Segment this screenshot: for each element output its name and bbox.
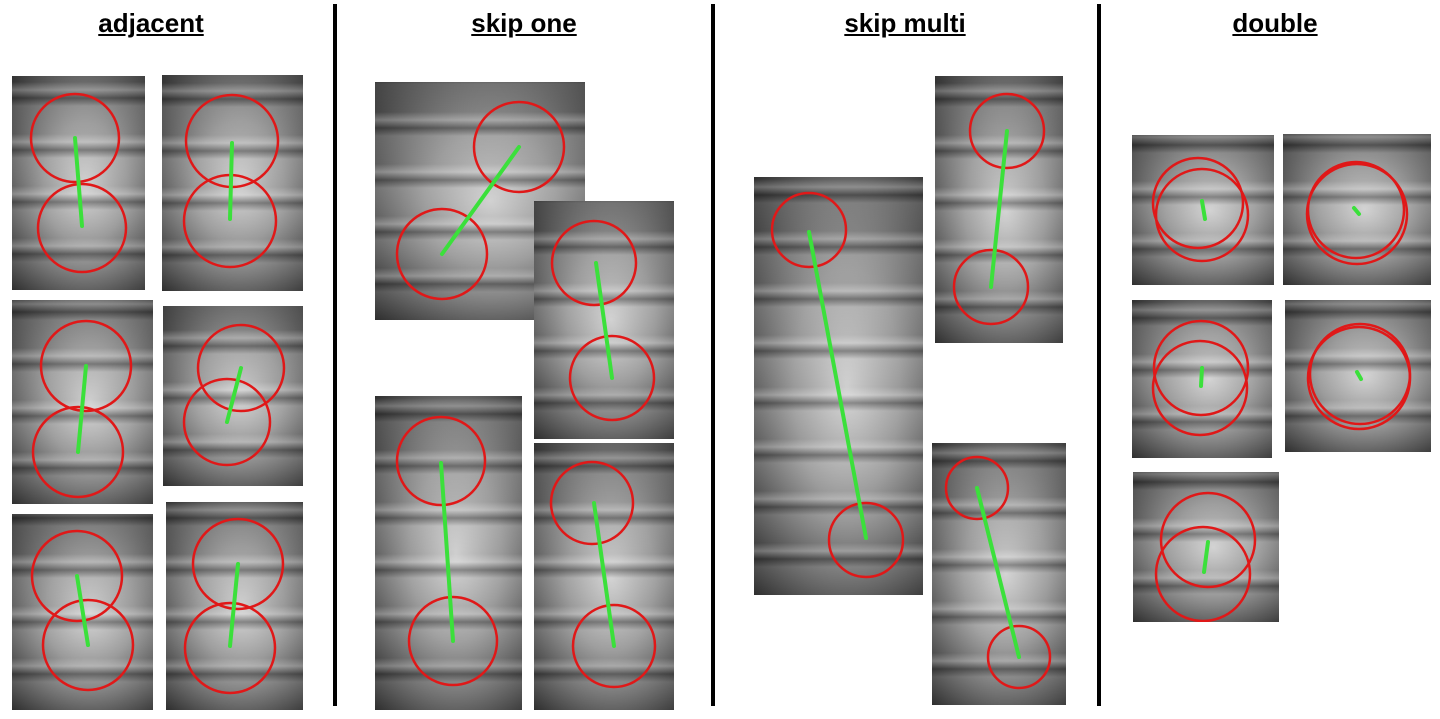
vertebra-link [228,562,240,648]
vertebra-circle [29,92,121,184]
xray-panel [12,514,153,710]
vertebra-circle [39,319,133,413]
xray-panel [1285,300,1431,452]
vertebra-circle [472,100,566,194]
xray-panel [754,177,923,595]
vertebra-circle [1305,162,1409,266]
xray-panel [162,75,303,291]
vertebra-link [594,261,614,380]
xray-panel [935,76,1063,343]
xray-panel [166,502,303,710]
vertebra-circle [182,377,272,467]
vertebra-circle [31,405,125,499]
vertebra-link [975,486,1021,659]
xray-panel [12,76,145,290]
xray-panel [1283,134,1431,285]
vertebra-link [228,141,234,221]
xray-panel [534,443,674,710]
vertebra-circle [183,601,277,695]
vertebra-link [73,136,84,228]
vertebra-circle [1154,167,1250,263]
xray-panel [375,396,522,710]
xray-panel [1132,135,1274,285]
vertebra-link [807,230,868,540]
vertebra-circle [1154,525,1252,622]
vertebra-circle [952,248,1030,326]
vertebra-circle [1159,491,1257,589]
vertebra-link [989,129,1009,289]
vertebra-circle [550,219,638,307]
column-title-adjacent: adjacent [98,8,204,38]
vertebra-circle [30,529,124,623]
vertebra-circle [944,455,1010,521]
column-title-skip-one: skip one [471,8,577,38]
vertebra-circle [1152,319,1250,417]
vertebra-circle [571,603,657,689]
vertebra-link [1355,370,1363,381]
vertebra-link [75,574,90,647]
vertebra-link [1202,540,1210,574]
vertebra-circle [395,415,487,507]
xray-panel [1132,300,1272,458]
xray-panel [163,306,303,486]
vertebra-circle [986,624,1052,690]
vertebra-circle [407,595,499,687]
vertebra-link [440,145,521,256]
vertebra-link [1199,366,1204,388]
vertebra-circle [549,460,635,546]
vertebra-circle [568,334,656,422]
vertebra-circle [1151,339,1249,437]
xray-panel [12,300,153,504]
vertebra-circle [41,598,135,692]
xray-panel [1133,472,1279,622]
vertebra-link [439,461,455,643]
vertebra-circle [395,207,489,301]
column-divider [333,4,337,706]
xray-panel [534,201,674,439]
vertebra-circle [770,191,848,269]
column-title-double: double [1232,8,1318,38]
vertebra-circle [827,501,905,579]
column-divider [1097,4,1101,706]
vertebra-circle [968,92,1046,170]
vertebra-link [592,501,616,648]
vertebra-link [1200,199,1207,221]
vertebra-link [225,366,243,424]
vertebra-circle [196,323,286,413]
vertebra-circle [36,182,128,274]
vertebra-link [1352,206,1361,216]
column-divider [711,4,715,706]
vertebra-circle [1151,156,1245,250]
vertebra-link [76,364,88,454]
vertebra-circle [1306,325,1412,431]
xray-panel [932,443,1066,705]
vertebra-circle [191,517,285,611]
column-title-skip-multi: skip multi [844,8,966,38]
